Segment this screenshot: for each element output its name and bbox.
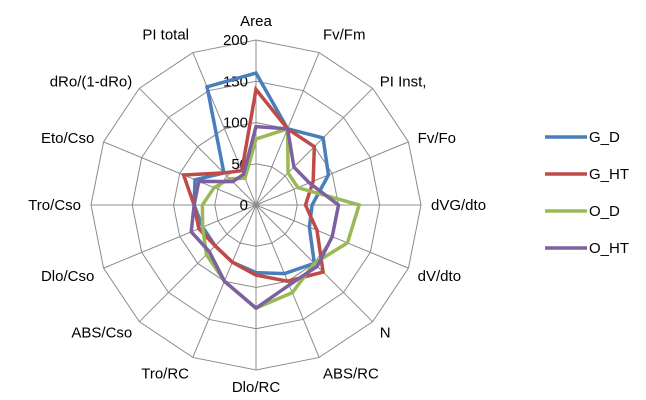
axis-label: Tro/Cso (28, 197, 81, 214)
axis-label: dRo/(1-dRo) (50, 73, 133, 90)
legend-label: O_D (589, 203, 620, 220)
axis-label: Tro/RC (141, 366, 189, 383)
legend: G_D G_HT O_D O_HT (545, 129, 629, 257)
series-line-g-d (192, 70, 331, 276)
axis-label: Eto/Cso (41, 130, 94, 147)
axis-label: dV/dto (418, 268, 461, 285)
grid-spoke (255, 141, 409, 206)
legend-label: O_HT (589, 240, 629, 257)
axis-label: PI total (142, 26, 189, 43)
series-line-g-ht (181, 85, 326, 284)
series-line-o-ht (189, 124, 341, 311)
legend-label: G_D (589, 129, 620, 146)
axis-label: PI Inst, (380, 73, 427, 90)
tick-label: 200 (223, 32, 248, 49)
grid-spoke (103, 204, 257, 269)
axis-label: Dlo/RC (232, 379, 281, 396)
axis-label: ABS/RC (323, 366, 379, 383)
axis-label: Fv/Fo (418, 130, 456, 147)
axis-label: N (380, 325, 391, 342)
grid-spoke (138, 87, 257, 206)
grid-spoke (103, 141, 257, 206)
legend-label: G_HT (589, 166, 629, 183)
axis-label: Area (240, 13, 272, 30)
tick-label: 100 (223, 115, 248, 132)
axis-label: dVG/dto (431, 197, 486, 214)
series-lines (181, 70, 362, 311)
axis-labels: Area Fv/Fm PI Inst, Fv/Fo dVG/dto dV/dto N ABS/… (28, 13, 486, 396)
grid-spoke (138, 204, 257, 323)
axis-label: Fv/Fm (323, 26, 366, 43)
axis-label: Dlo/Cso (41, 268, 94, 285)
axis-label: ABS/Cso (71, 325, 132, 342)
tick-label: 0 (240, 197, 248, 214)
